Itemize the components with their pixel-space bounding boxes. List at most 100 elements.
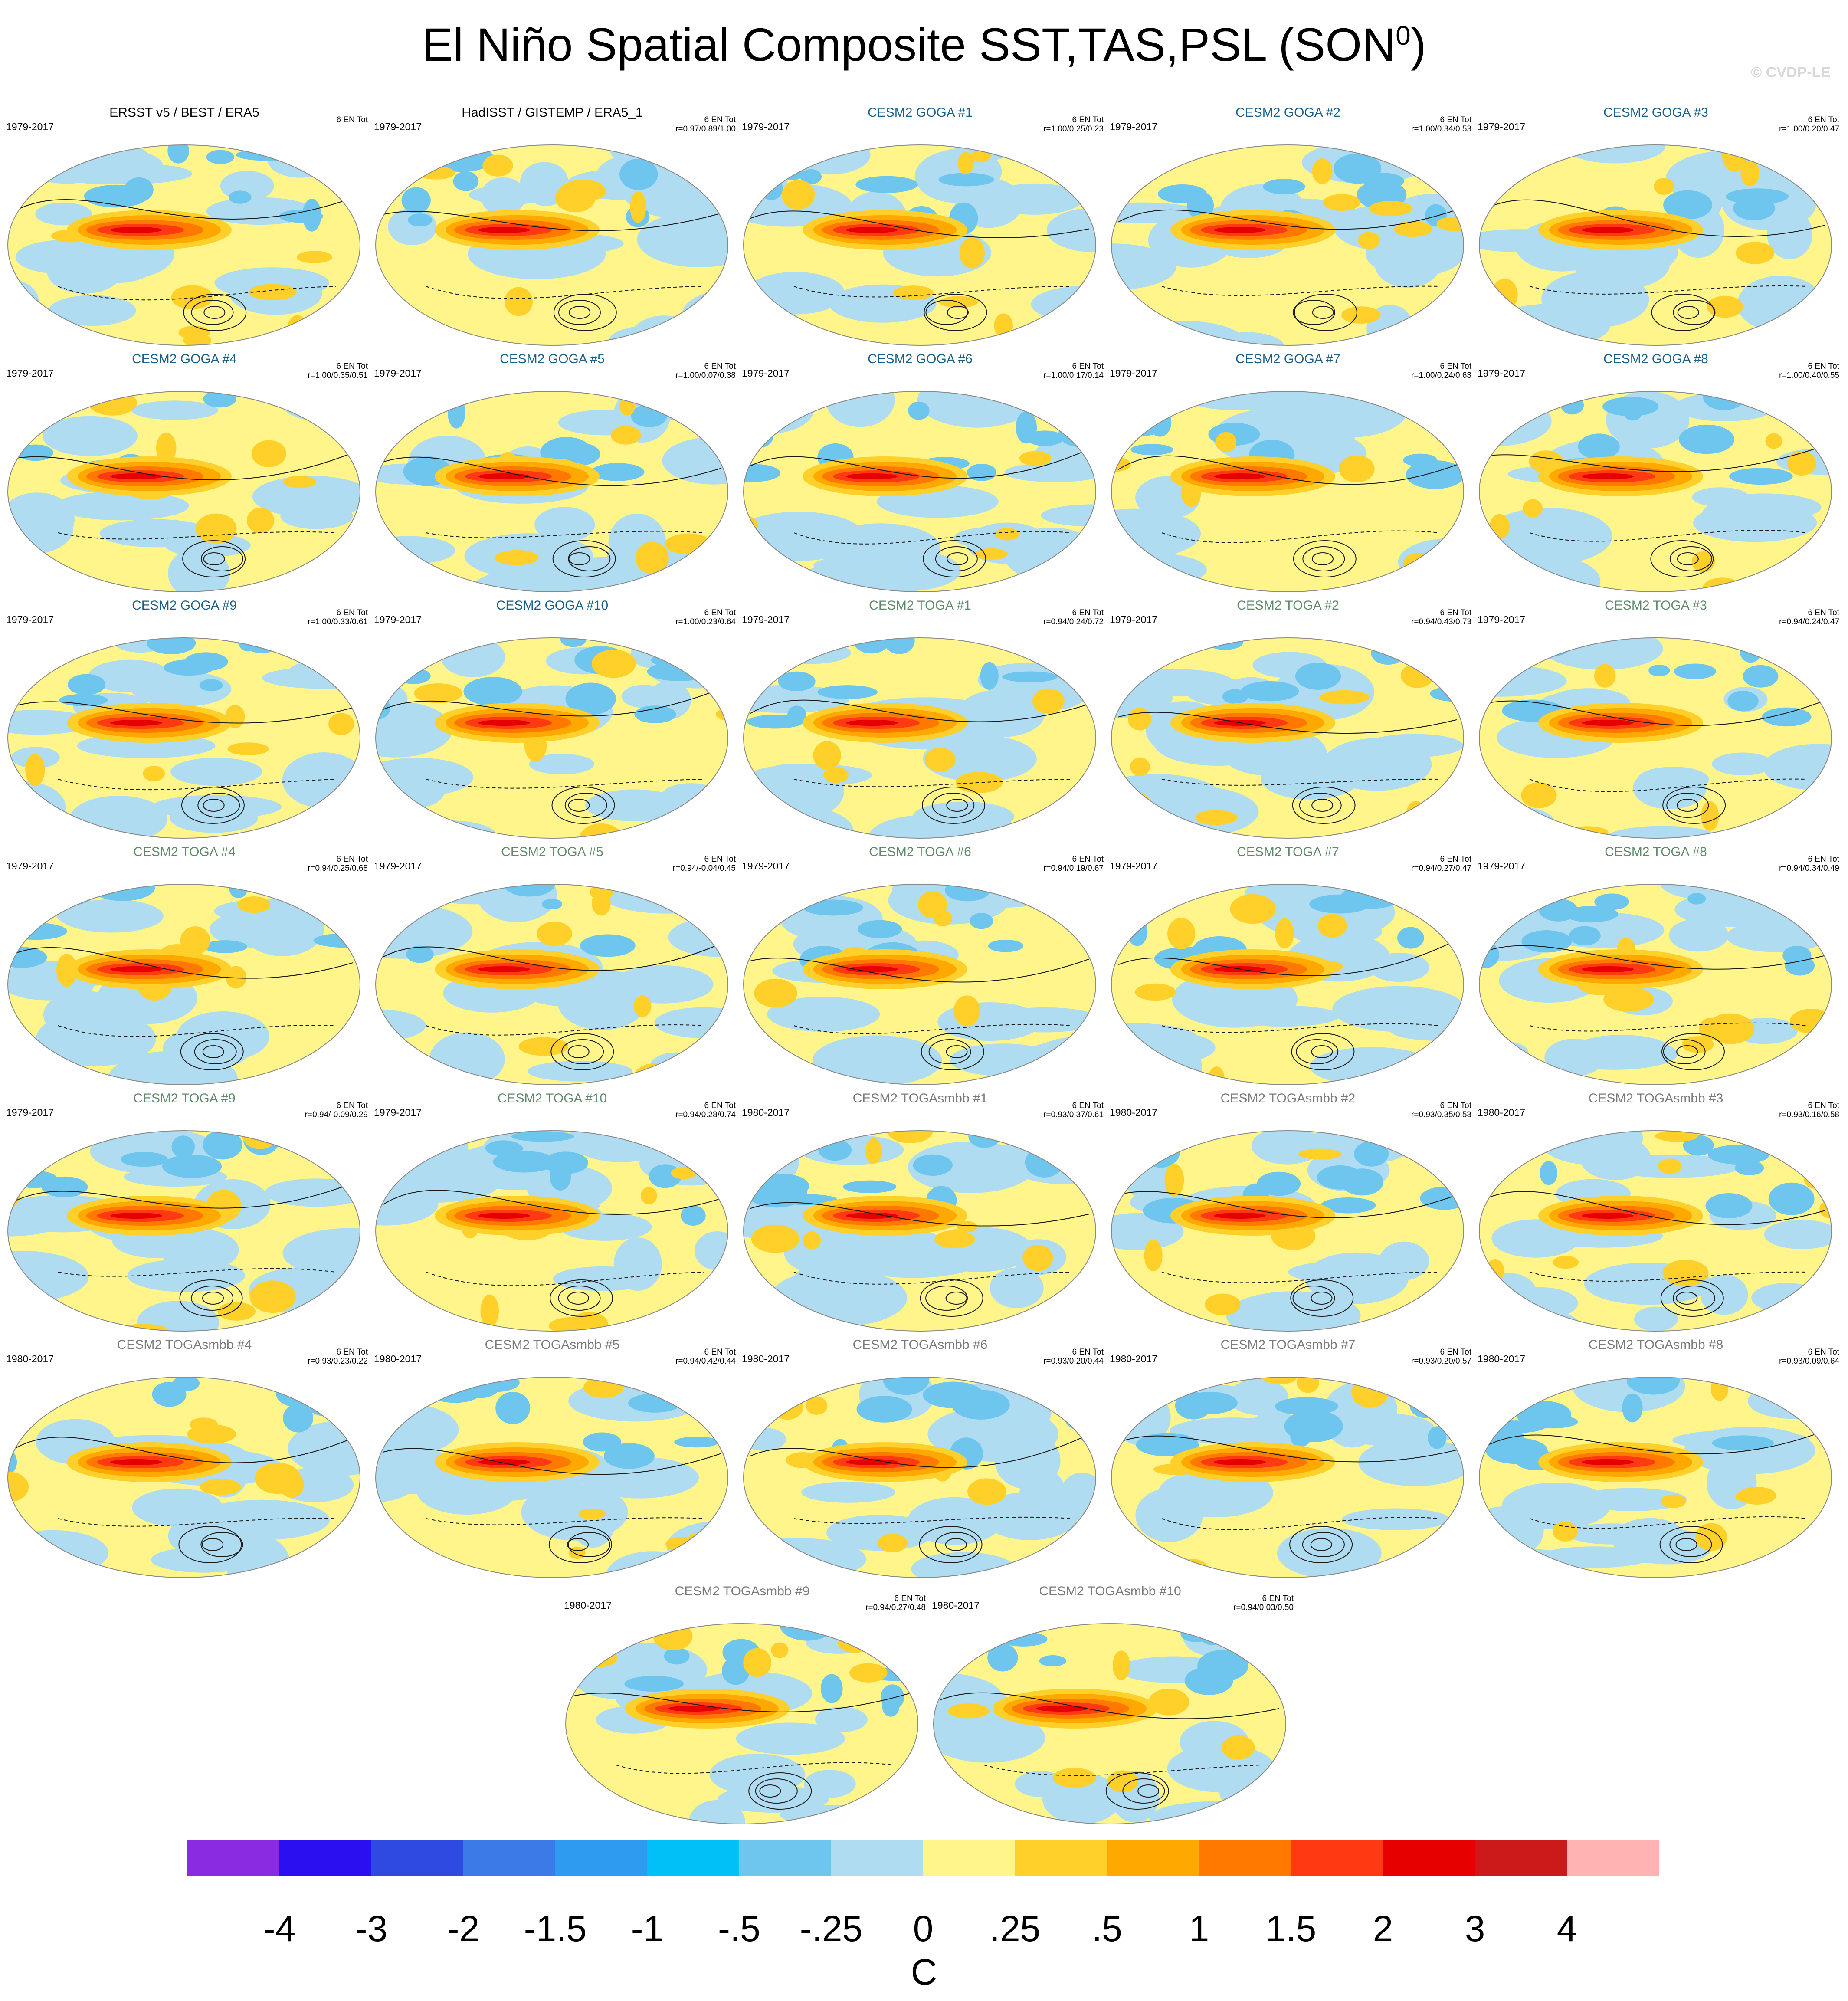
map-panel: CESM2 TOGA #1 1979-2017 6 EN Tot r=0.94/0.2…	[736, 598, 1104, 845]
colorbar-tick-label: .25	[990, 1908, 1041, 1949]
map-panel: CESM2 TOGA #3 1979-2017 6 EN Tot r=0.94/0.2…	[1471, 598, 1840, 845]
panel-title: CESM2 TOGA #8	[1605, 845, 1707, 859]
panel-years: 1979-2017	[6, 1107, 54, 1118]
panel-title: CESM2 TOGAsmbb #7	[1220, 1338, 1356, 1352]
panel-title: CESM2 GOGA #10	[496, 598, 609, 613]
panel-header: CESM2 TOGAsmbb #6 1980-2017 6 EN Tot r=0.93…	[736, 1337, 1104, 1366]
panel-header: ERSST v5 / BEST / ERA5 1979-2017 6 EN Tot	[0, 105, 369, 132]
panel-header: CESM2 GOGA #10 1979-2017 6 EN Tot r=1.00/0.…	[368, 598, 737, 627]
map-panel: CESM2 GOGA #4 1979-2017 6 EN Tot r=1.00/0.3…	[0, 351, 369, 599]
map-fill	[566, 1624, 918, 1824]
panel-years: 1979-2017	[1110, 614, 1157, 625]
panel-event-count: 6 EN Tot	[336, 362, 368, 371]
figure-title-text: El Niño Spatial Composite SST,TAS,PSL (S…	[422, 18, 1396, 71]
psl-contours	[1486, 445, 1825, 577]
composite-map	[375, 1130, 728, 1332]
colorbar-swatch	[1015, 1840, 1107, 1876]
psl-contours	[14, 701, 354, 824]
panel-event-count: 6 EN Tot	[1440, 115, 1471, 125]
map-panel: CESM2 TOGAsmbb #7 1980-2017 6 EN Tot r=0.93…	[1104, 1337, 1472, 1584]
panel-header: CESM2 TOGAsmbb #8 1980-2017 6 EN Tot r=0.93…	[1471, 1337, 1840, 1366]
panel-title: CESM2 TOGA #6	[869, 845, 971, 859]
colorbar-swatch	[187, 1840, 279, 1876]
map-panel: CESM2 TOGAsmbb #3 1980-2017 6 EN Tot r=0.93…	[1471, 1091, 1840, 1338]
map-panel: CESM2 TOGA #5 1979-2017 6 EN Tot r=0.94/-0.…	[368, 844, 737, 1092]
map-panel: CESM2 TOGAsmbb #10 1980-2017 6 EN Tot r=0.9…	[926, 1584, 1294, 1831]
psl-contours	[382, 456, 721, 577]
panel-event-count: 6 EN Tot	[1808, 1348, 1839, 1357]
colorbar-tick-label: 1.5	[1265, 1908, 1317, 1949]
colorbar-tick-label: -2	[447, 1908, 480, 1949]
composite-map	[1111, 144, 1464, 346]
panel-title: CESM2 TOGA #3	[1605, 598, 1707, 613]
map-fill	[744, 638, 1096, 838]
composite-map	[7, 391, 360, 592]
map-panel: CESM2 TOGA #2 1979-2017 6 EN Tot r=0.94/0.4…	[1104, 598, 1472, 845]
map-panel: CESM2 TOGAsmbb #9 1980-2017 6 EN Tot r=0.94…	[558, 1584, 927, 1831]
panel-header: CESM2 TOGAsmbb #9 1980-2017 6 EN Tot r=0.94…	[558, 1584, 927, 1612]
panel-correlation: r=0.93/0.09/0.64	[1779, 1357, 1839, 1366]
panel-grid: ERSST v5 / BEST / ERA5 1979-2017 6 EN Tot H…	[0, 105, 1840, 1831]
panel-correlation: r=0.93/0.35/0.53	[1411, 1110, 1471, 1119]
panel-header: CESM2 TOGA #1 1979-2017 6 EN Tot r=0.94/0.2…	[736, 598, 1104, 627]
panel-years: 1980-2017	[1110, 1353, 1157, 1365]
panel-event-count: 6 EN Tot	[1808, 608, 1839, 617]
map-fill	[744, 1131, 1096, 1331]
panel-header: CESM2 TOGA #7 1979-2017 6 EN Tot r=0.94/0.2…	[1104, 844, 1472, 873]
panel-title: CESM2 TOGAsmbb #3	[1588, 1091, 1723, 1105]
panel-header: CESM2 TOGAsmbb #5 1980-2017 6 EN Tot r=0.94…	[368, 1337, 737, 1366]
panel-years: 1980-2017	[1478, 1353, 1525, 1365]
psl-contours	[1486, 199, 1825, 331]
psl-contours	[14, 947, 354, 1070]
composite-map	[1479, 637, 1832, 839]
composite-map	[565, 1623, 918, 1824]
panel-years: 1979-2017	[1478, 121, 1525, 132]
panel-header: CESM2 TOGAsmbb #7 1980-2017 6 EN Tot r=0.93…	[1104, 1337, 1472, 1366]
panel-correlation: r=0.93/0.23/0.22	[308, 1357, 368, 1366]
psl-contours	[1486, 945, 1825, 1070]
panel-event-count: 6 EN Tot	[704, 115, 736, 125]
panel-correlation: r=1.00/0.34/0.53	[1411, 125, 1471, 134]
map-panel: CESM2 GOGA #3 1979-2017 6 EN Tot r=1.00/0.2…	[1471, 105, 1840, 352]
map-fill	[1479, 884, 1832, 1085]
panel-event-count: 6 EN Tot	[1440, 1348, 1471, 1357]
panel-years: 1979-2017	[742, 860, 790, 872]
colorbar-swatch	[739, 1840, 831, 1876]
composite-map	[743, 884, 1096, 1085]
panel-title: CESM2 TOGAsmbb #9	[675, 1584, 810, 1598]
panel-event-count: 6 EN Tot	[336, 608, 368, 617]
colorbar-swatch	[555, 1840, 647, 1876]
panel-event-count: 6 EN Tot	[704, 362, 736, 371]
panel-event-count: 6 EN Tot	[336, 115, 368, 125]
panel-title: CESM2 TOGAsmbb #1	[852, 1091, 988, 1105]
composite-map	[743, 1130, 1096, 1332]
colorbar-tick-label: .5	[1091, 1908, 1123, 1949]
panel-correlation: r=0.93/0.37/0.61	[1043, 1110, 1104, 1119]
colorbar-unit: C	[911, 1952, 937, 1992]
map-panel: CESM2 TOGA #9 1979-2017 6 EN Tot r=0.94/-0.…	[0, 1091, 369, 1338]
psl-contours	[1118, 455, 1457, 577]
panel-title: CESM2 TOGAsmbb #5	[485, 1338, 620, 1352]
psl-contours	[382, 1190, 721, 1317]
panel-event-count: 6 EN Tot	[1808, 1101, 1839, 1110]
map-panel: HadISST / GISTEMP / ERA5_1 1979-2017 6 EN …	[368, 105, 737, 352]
psl-contours	[1486, 1430, 1825, 1563]
colorbar-tick-label: -3	[355, 1908, 388, 1949]
panel-header: CESM2 TOGAsmbb #3 1980-2017 6 EN Tot r=0.93…	[1471, 1091, 1840, 1119]
colorbar-tick-label: 0	[913, 1908, 934, 1949]
figure-title-superscript: 0	[1396, 21, 1411, 51]
map-panel: CESM2 TOGAsmbb #1 1980-2017 6 EN Tot r=0.93…	[736, 1091, 1104, 1338]
psl-contours	[1486, 1191, 1825, 1317]
psl-contours	[1118, 712, 1457, 824]
panel-years: 1979-2017	[1110, 367, 1157, 379]
panel-event-count: 6 EN Tot	[1808, 855, 1839, 864]
panel-correlation: r=0.94/0.43/0.73	[1411, 617, 1471, 627]
map-panel: CESM2 TOGA #4 1979-2017 6 EN Tot r=0.94/0.2…	[0, 844, 369, 1092]
psl-contours	[14, 452, 354, 577]
panel-header: CESM2 TOGA #6 1979-2017 6 EN Tot r=0.94/0.1…	[736, 844, 1104, 873]
colorbar-labels: -4 -3 -2 -1.5 -1 -.5 -.25 0 .25 .5 1 1.5 2 3 4	[187, 1907, 1659, 1950]
figure-title: El Niño Spatial Composite SST,TAS,PSL (S…	[0, 16, 1848, 73]
panel-correlation: r=0.93/0.16/0.58	[1779, 1110, 1839, 1119]
composite-map	[1479, 1130, 1832, 1332]
panel-header: CESM2 TOGA #4 1979-2017 6 EN Tot r=0.94/0.2…	[0, 844, 369, 873]
